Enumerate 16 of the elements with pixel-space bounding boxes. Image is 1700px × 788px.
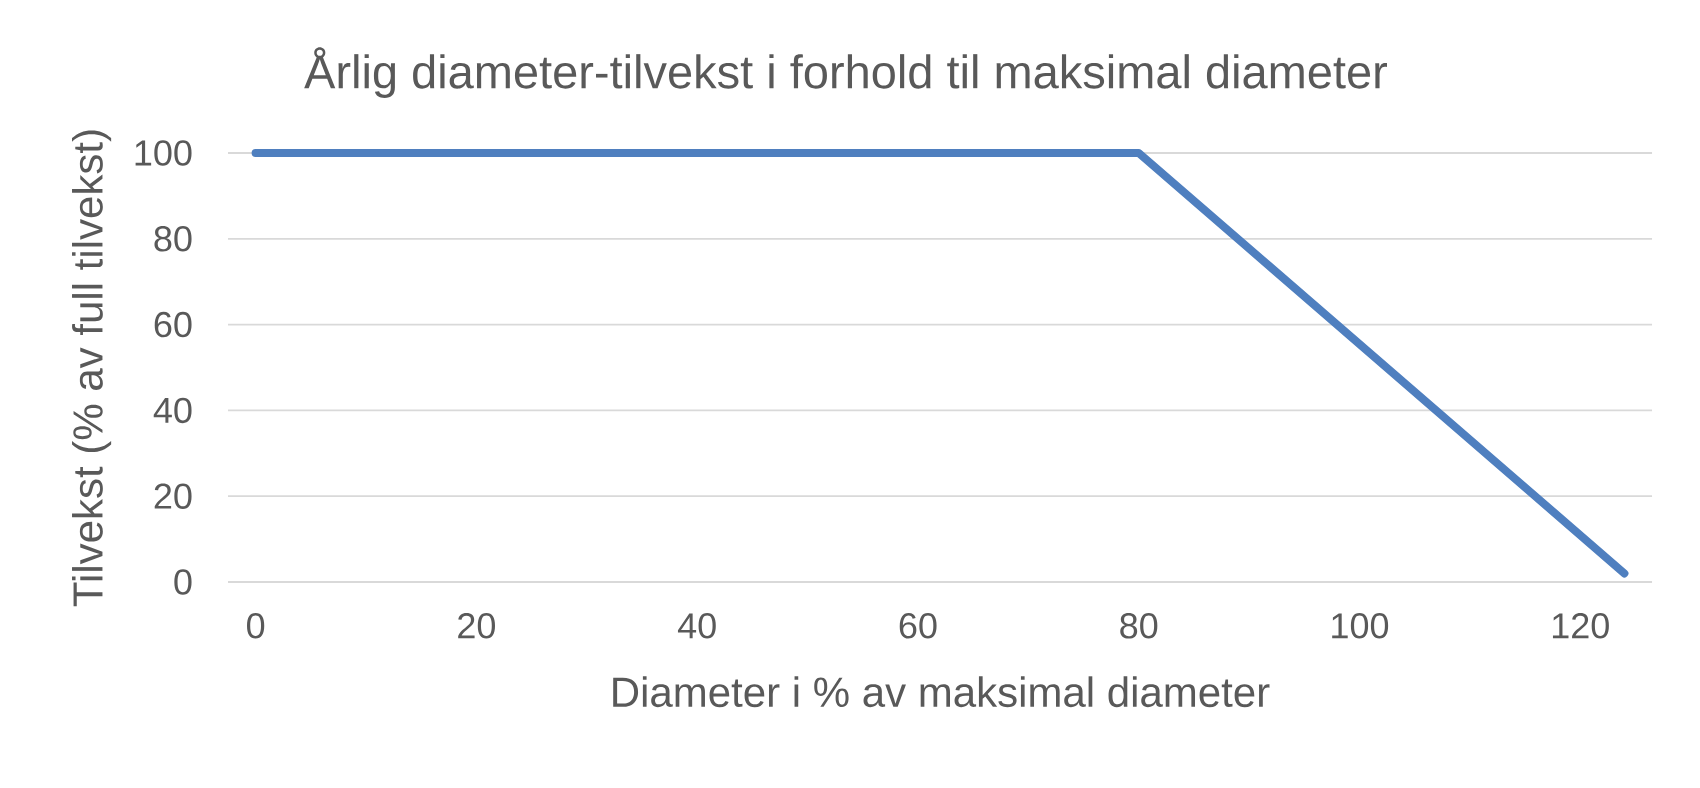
y-tick-label: 60 [154,311,192,338]
x-tick-label: 120 [1552,613,1609,639]
y-tick-label: 40 [153,397,192,424]
x-tick-label: 40 [677,613,716,639]
x-tick-label: 80 [1120,613,1158,639]
x-tick-label: 20 [458,613,496,639]
y-axis-title: Tilvekst (% av full tilvekst) [72,130,112,607]
x-tick-label: 60 [899,613,937,639]
y-tick-label: 20 [154,483,192,509]
x-axis-title: Diameter i % av maksimal diameter [613,676,1270,708]
chart-title: Årlig diameter-tilvekst i forhold til maksimal diameter [304,47,1387,98]
y-tick-label: 80 [154,226,192,252]
x-tick-label: 100 [1332,613,1389,639]
x-tick-label: 0 [247,613,265,639]
y-tick-label: 0 [174,569,192,595]
y-tick-label: 100 [135,140,192,166]
